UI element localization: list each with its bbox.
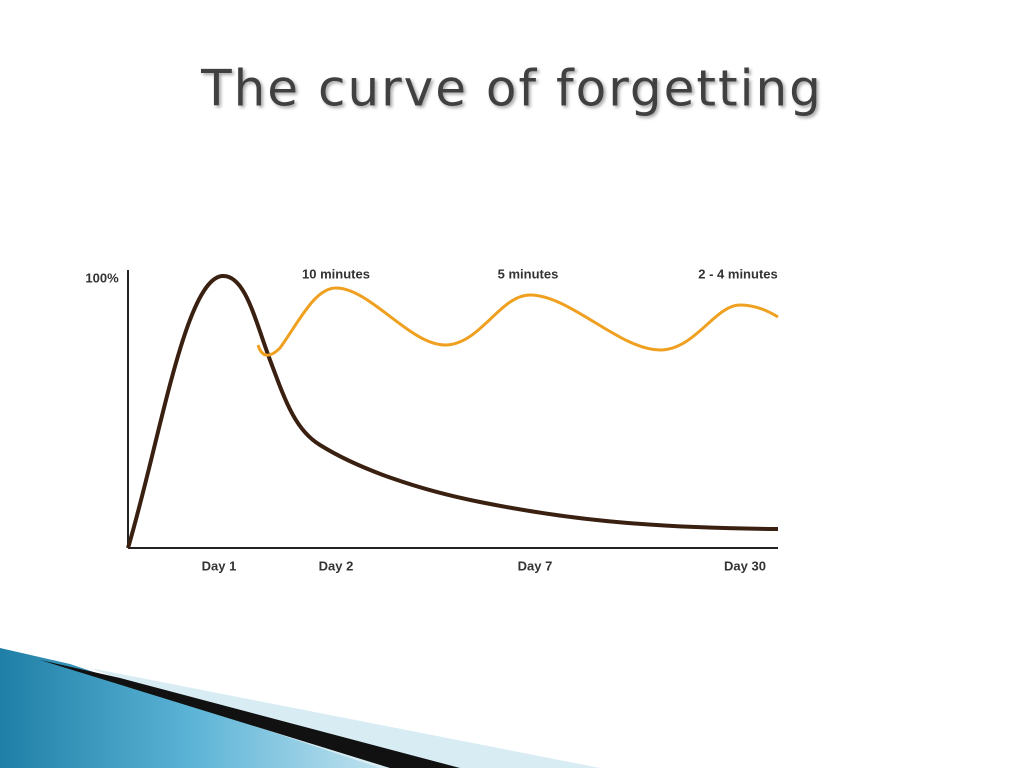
slide-title: The curve of forgetting — [200, 60, 823, 118]
forgetting-curve — [126, 274, 779, 549]
x-label: Day 30 — [724, 558, 766, 573]
review-curve — [256, 286, 779, 357]
annotation: 10 minutes — [302, 266, 370, 281]
x-label: Day 2 — [319, 558, 354, 573]
annotation: 5 minutes — [498, 266, 559, 281]
annotation: 2 - 4 minutes — [698, 266, 777, 281]
x-label: Day 7 — [518, 558, 553, 573]
decor-black — [40, 660, 460, 768]
decor-light — [90, 668, 600, 768]
x-label: Day 1 — [202, 558, 237, 573]
decor-blue — [0, 648, 380, 768]
y-axis-label: 100% — [85, 270, 119, 285]
